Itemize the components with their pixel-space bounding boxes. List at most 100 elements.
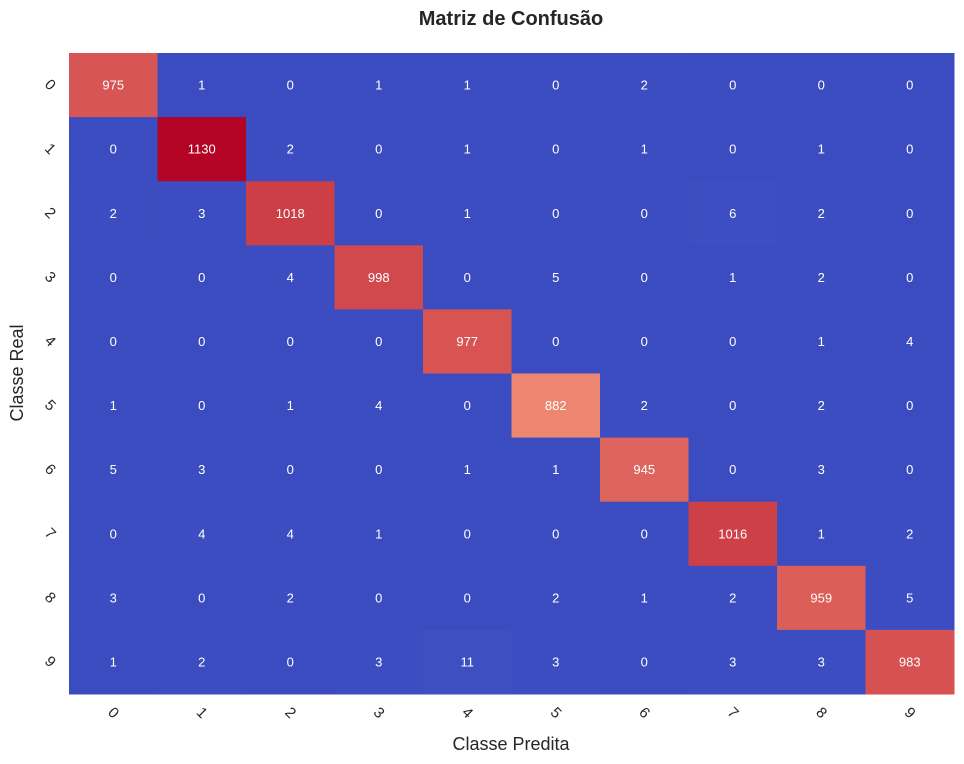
cell-value-label: 3 (198, 206, 205, 221)
cell-value-label: 1130 (188, 142, 216, 157)
heatmap-cell (511, 309, 601, 374)
cell-value-label: 1 (641, 142, 648, 157)
x-tick-label: 8 (812, 704, 830, 722)
heatmap-cell (777, 373, 866, 439)
cell-value-label: 0 (552, 78, 559, 93)
cell-value-label: 0 (110, 142, 117, 157)
cell-value-label: 0 (552, 206, 559, 221)
cell-value-label: 3 (375, 654, 382, 669)
heatmap-cell (511, 629, 601, 695)
heatmap-cell (157, 629, 247, 695)
cell-value-label: 0 (729, 334, 736, 349)
heatmap-cell (600, 309, 689, 374)
heatmap-cell (157, 117, 247, 182)
heatmap-cell (423, 53, 512, 118)
heatmap-cell (688, 117, 778, 182)
heatmap-cell (511, 245, 601, 310)
heatmap-cell (246, 629, 335, 695)
heatmap-cell (69, 373, 158, 439)
heatmap-cell (688, 501, 778, 567)
cell-value-label: 1 (641, 590, 648, 605)
heatmap-cell (246, 117, 335, 182)
cell-value-label: 0 (110, 334, 117, 349)
heatmap-cell (157, 437, 247, 503)
cell-value-label: 2 (818, 398, 825, 413)
cell-value-label: 3 (198, 462, 205, 477)
heatmap-cell (246, 501, 335, 567)
cell-value-label: 2 (641, 78, 648, 93)
heatmap-cell (69, 181, 158, 246)
heatmap-cell (600, 437, 689, 503)
cell-value-label: 0 (375, 142, 382, 157)
cell-value-label: 0 (641, 206, 648, 221)
x-axis-label: Classe Predita (452, 734, 570, 754)
heatmap-cell (157, 245, 247, 310)
heatmap-cell (334, 501, 424, 567)
cell-value-label: 4 (198, 526, 205, 541)
cell-value-label: 4 (287, 526, 294, 541)
heatmap-cell (423, 565, 512, 631)
cell-value-label: 5 (906, 590, 913, 605)
cell-value-label: 0 (729, 462, 736, 477)
heatmap-cell (600, 181, 689, 246)
heatmap-cell (511, 373, 601, 439)
heatmap-cell (777, 117, 866, 182)
heatmap-cell (423, 629, 512, 695)
cell-value-label: 0 (906, 78, 913, 93)
cell-value-label: 2 (641, 398, 648, 413)
cell-value-label: 882 (545, 398, 567, 413)
cell-value-label: 0 (906, 206, 913, 221)
cell-value-label: 0 (552, 526, 559, 541)
heatmap-cell (865, 117, 955, 182)
heatmap-cell (777, 245, 866, 310)
x-tick-label: 4 (458, 704, 476, 722)
heatmap-cell (865, 437, 955, 503)
cell-value-label: 0 (287, 462, 294, 477)
heatmap-cell (246, 309, 335, 374)
cell-value-label: 0 (552, 334, 559, 349)
heatmap-cell (157, 373, 247, 439)
cell-value-label: 975 (102, 78, 124, 93)
heatmap-cell (157, 565, 247, 631)
heatmap-cell (511, 437, 601, 503)
cell-value-label: 1 (110, 654, 117, 669)
cell-value-label: 2 (287, 590, 294, 605)
heatmap-cell (69, 53, 158, 118)
heatmap-cells: 975 1 0 1 1 0 2 0 0 00 1130 2 0 1 0 1 0 1 02 3 1018 0 1 0 0 6 2 00 0… (69, 53, 955, 695)
cell-value-label: 0 (641, 270, 648, 285)
heatmap-cell (511, 565, 601, 631)
heatmap-cell (69, 629, 158, 695)
y-tick-label: 0 (41, 76, 59, 94)
heatmap-cell (600, 565, 689, 631)
heatmap-cell (600, 245, 689, 310)
heatmap-cell (600, 373, 689, 439)
cell-value-label: 1 (198, 78, 205, 93)
heatmap-cell (777, 629, 866, 695)
y-tick-label: 5 (41, 397, 59, 415)
cell-value-label: 1018 (276, 206, 305, 221)
y-tick-label: 8 (41, 589, 59, 607)
x-tick-label: 6 (635, 704, 653, 722)
heatmap-cell (688, 309, 778, 374)
cell-value-label: 1 (729, 270, 736, 285)
cell-value-label: 4 (287, 270, 294, 285)
y-tick-labels: 0 1 2 3 4 5 6 7 8 9 (41, 76, 59, 671)
cell-value-label: 0 (641, 526, 648, 541)
x-tick-label: 3 (370, 704, 388, 722)
cell-value-label: 0 (287, 334, 294, 349)
cell-value-label: 998 (368, 270, 390, 285)
cell-value-label: 1 (375, 526, 382, 541)
y-tick-label: 1 (41, 140, 59, 158)
cell-value-label: 1016 (718, 526, 747, 541)
cell-value-label: 2 (818, 206, 825, 221)
cell-value-label: 0 (552, 142, 559, 157)
cell-value-label: 945 (633, 462, 655, 477)
cell-value-label: 0 (198, 270, 205, 285)
heatmap-cell (688, 373, 778, 439)
heatmap-cell (423, 501, 512, 567)
heatmap-cell (423, 437, 512, 503)
cell-value-label: 1 (818, 334, 825, 349)
cell-value-label: 0 (906, 462, 913, 477)
cell-value-label: 0 (110, 526, 117, 541)
